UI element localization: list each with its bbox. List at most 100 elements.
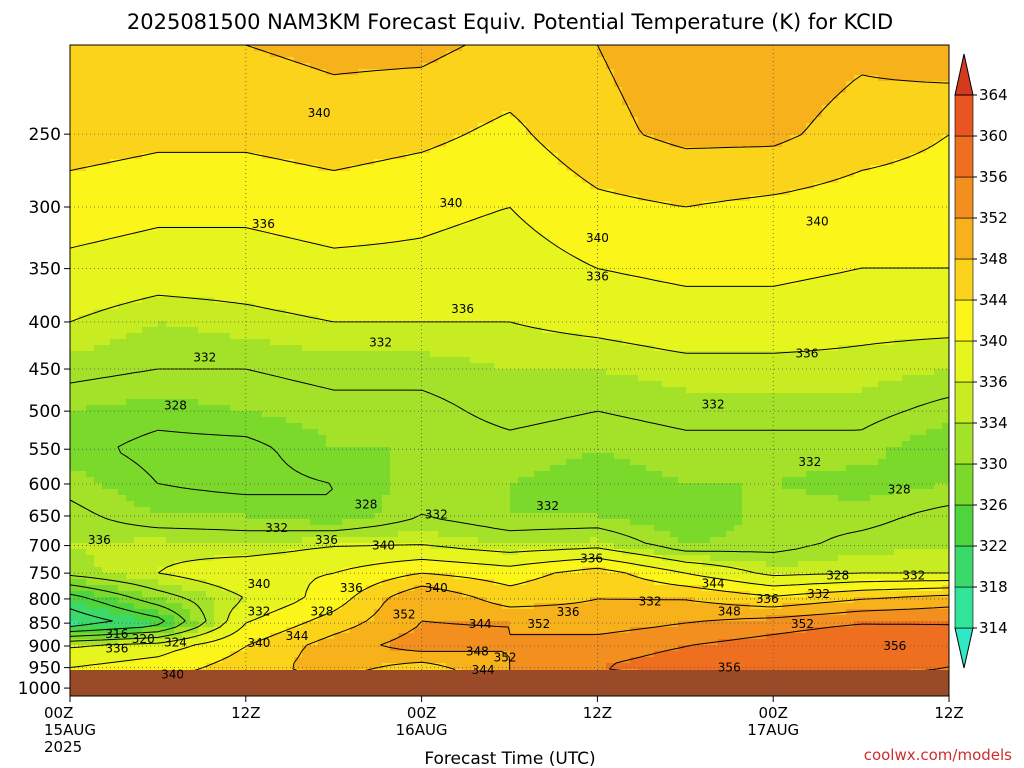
field-cell: [86, 255, 95, 262]
field-cell: [782, 243, 791, 250]
field-cell: [286, 153, 295, 160]
field-cell: [638, 297, 647, 304]
field-cell: [126, 69, 135, 76]
field-cell: [462, 63, 471, 70]
field-cell: [70, 291, 79, 298]
field-cell: [558, 51, 567, 58]
field-cell: [478, 219, 487, 226]
field-cell: [598, 303, 607, 310]
field-cell: [302, 45, 311, 52]
field-cell: [550, 213, 559, 220]
field-cell: [430, 141, 439, 148]
field-cell: [118, 87, 127, 94]
field-cell: [934, 231, 943, 238]
field-cell: [134, 45, 143, 52]
field-cell: [398, 51, 407, 58]
field-cell: [870, 225, 879, 232]
field-cell: [558, 237, 567, 244]
field-cell: [70, 111, 79, 118]
field-cell: [302, 303, 311, 310]
field-cell: [742, 183, 751, 190]
field-cell: [246, 249, 255, 256]
field-cell: [870, 165, 879, 172]
field-cell: [206, 165, 215, 172]
field-cell: [174, 183, 183, 190]
field-cell: [606, 219, 615, 226]
field-cell: [478, 303, 487, 310]
field-cell: [246, 285, 255, 292]
field-cell: [150, 195, 159, 202]
field-cell: [246, 279, 255, 286]
field-cell: [102, 201, 111, 208]
field-cell: [470, 291, 479, 298]
field-cell: [710, 105, 719, 112]
field-cell: [694, 279, 703, 286]
field-cell: [342, 135, 351, 142]
field-cell: [94, 141, 103, 148]
field-cell: [246, 207, 255, 214]
field-cell: [854, 129, 863, 136]
field-cell: [102, 75, 111, 82]
field-cell: [350, 45, 359, 52]
field-cell: [294, 303, 303, 310]
field-cell: [662, 165, 671, 172]
field-cell: [118, 141, 127, 148]
field-cell: [214, 249, 223, 256]
field-cell: [198, 57, 207, 64]
field-cell: [614, 213, 623, 220]
field-cell: [646, 111, 655, 118]
field-cell: [918, 165, 927, 172]
field-cell: [438, 51, 447, 58]
field-cell: [678, 57, 687, 64]
field-cell: [134, 57, 143, 64]
field-cell: [790, 243, 799, 250]
field-cell: [694, 159, 703, 166]
field-cell: [230, 201, 239, 208]
field-cell: [822, 105, 831, 112]
field-cell: [86, 45, 95, 52]
field-cell: [414, 273, 423, 280]
field-cell: [806, 93, 815, 100]
field-cell: [718, 225, 727, 232]
field-cell: [590, 279, 599, 286]
field-cell: [486, 303, 495, 310]
field-cell: [550, 237, 559, 244]
field-cell: [118, 153, 127, 160]
field-cell: [174, 135, 183, 142]
field-cell: [670, 111, 679, 118]
field-cell: [134, 111, 143, 118]
field-cell: [670, 63, 679, 70]
field-cell: [382, 279, 391, 286]
field-cell: [102, 237, 111, 244]
field-cell: [350, 111, 359, 118]
field-cell: [278, 63, 287, 70]
field-cell: [350, 183, 359, 190]
field-cell: [438, 291, 447, 298]
field-cell: [518, 255, 527, 262]
field-cell: [542, 153, 551, 160]
field-cell: [270, 309, 279, 316]
field-cell: [158, 243, 167, 250]
field-cell: [190, 171, 199, 178]
field-cell: [126, 141, 135, 148]
field-cell: [750, 291, 759, 298]
field-cell: [262, 303, 271, 310]
field-cell: [214, 129, 223, 136]
field-cell: [230, 207, 239, 214]
field-cell: [814, 219, 823, 226]
field-cell: [606, 285, 615, 292]
field-cell: [854, 237, 863, 244]
field-cell: [694, 237, 703, 244]
field-cell: [574, 243, 583, 250]
field-cell: [846, 117, 855, 124]
field-cell: [766, 123, 775, 130]
field-cell: [846, 309, 855, 316]
field-cell: [878, 213, 887, 220]
field-cell: [590, 219, 599, 226]
field-cell: [438, 219, 447, 226]
field-cell: [246, 213, 255, 220]
field-cell: [622, 183, 631, 190]
field-cell: [182, 159, 191, 166]
field-cell: [254, 81, 263, 88]
field-cell: [870, 51, 879, 58]
